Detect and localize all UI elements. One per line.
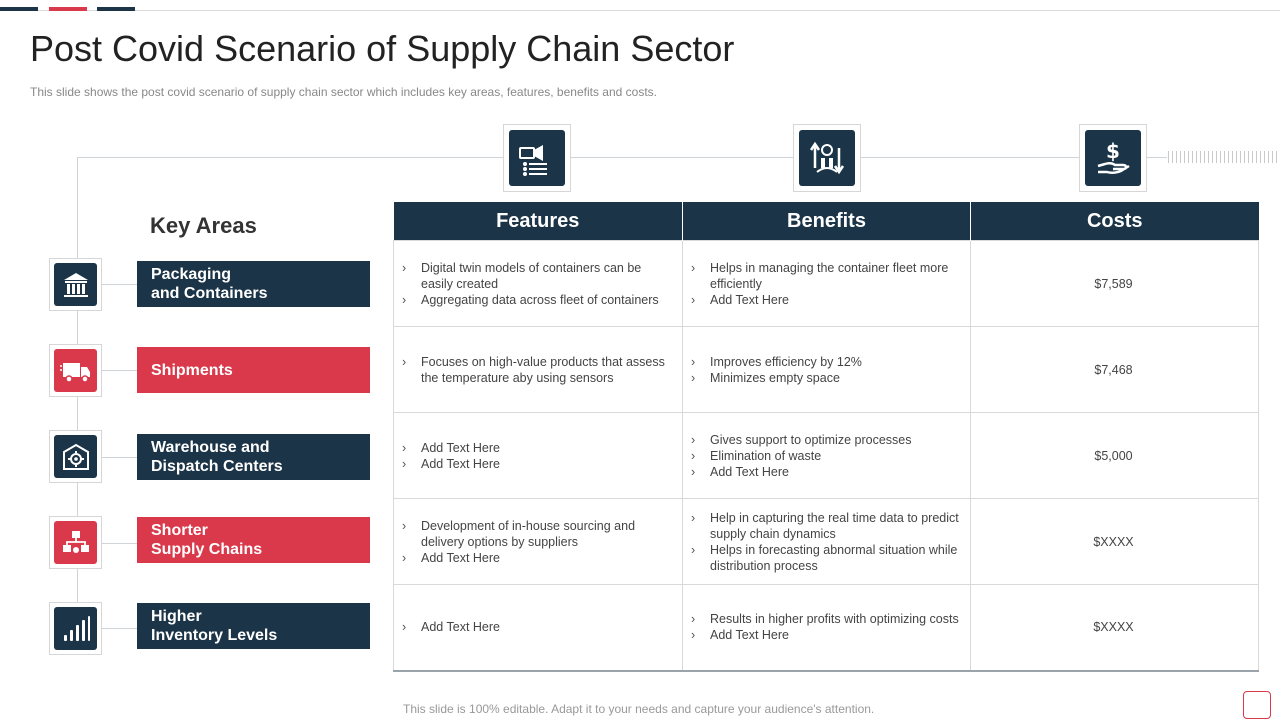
features-cell: Focuses on high-value products that asse… — [393, 326, 683, 413]
key-icon-box — [49, 258, 102, 311]
costs-icon-box: $ — [1079, 124, 1147, 192]
header-features: Features — [393, 202, 683, 241]
slide-subtitle: This slide shows the post covid scenario… — [30, 85, 657, 99]
bullet-item: Minimizes empty space — [691, 370, 960, 386]
connector-line — [102, 284, 137, 285]
bullet-item: Development of in-house sourcing and del… — [402, 518, 672, 550]
key-area-label: Shorter Supply Chains — [137, 517, 370, 563]
delivery-truck-icon — [54, 349, 97, 392]
supply-network-icon — [54, 521, 97, 564]
benefits-cell: Helps in managing the container fleet mo… — [682, 240, 971, 327]
bullet-item: Add Text Here — [402, 550, 672, 566]
key-icon-box — [49, 516, 102, 569]
bullet-item: Helps in managing the container fleet mo… — [691, 260, 960, 292]
connector-line — [102, 457, 137, 458]
table-row: Digital twin models of containers can be… — [393, 240, 1259, 327]
benefits-icon-box — [793, 124, 861, 192]
features-cell: Add Text Here — [393, 584, 683, 672]
table-row: Add Text Here Add Text Here Gives suppor… — [393, 412, 1259, 499]
bullet-item: Elimination of waste — [691, 448, 960, 464]
header-benefits: Benefits — [682, 202, 971, 241]
corner-logo-box — [1243, 691, 1271, 719]
table-header-row: Features Benefits Costs — [393, 202, 1259, 241]
bullet-item: Add Text Here — [691, 627, 960, 643]
features-cell: Digital twin models of containers can be… — [393, 240, 683, 327]
top-rule — [0, 10, 1280, 11]
features-cell: Add Text Here Add Text Here — [393, 412, 683, 499]
slide-title: Post Covid Scenario of Supply Chain Sect… — [30, 28, 735, 69]
cost-cell: $7,589 — [970, 240, 1259, 327]
benefits-cell: Gives support to optimize processes Elim… — [682, 412, 971, 499]
benefits-cell: Help in capturing the real time data to … — [682, 498, 971, 585]
table-row: Focuses on high-value products that asse… — [393, 326, 1259, 413]
table-row: Add Text Here Results in higher profits … — [393, 584, 1259, 672]
connector-line — [102, 543, 137, 544]
bullet-item: Gives support to optimize processes — [691, 432, 960, 448]
benefits-cell: Improves efficiency by 12% Minimizes emp… — [682, 326, 971, 413]
warehouse-building-icon — [54, 263, 97, 306]
table-row: Development of in-house sourcing and del… — [393, 498, 1259, 585]
features-icon-box — [503, 124, 571, 192]
bullet-item: Add Text Here — [691, 464, 960, 480]
bullet-item: Add Text Here — [402, 456, 672, 472]
connector-line — [102, 628, 137, 629]
bullet-item: Add Text Here — [402, 619, 672, 635]
svg-text:$: $ — [1106, 139, 1120, 163]
cost-cell: $XXXX — [970, 498, 1259, 585]
connector-line — [77, 157, 1167, 158]
top-accent-bar — [0, 0, 1280, 12]
dollar-hand-icon: $ — [1085, 130, 1141, 186]
bullet-item: Add Text Here — [402, 440, 672, 456]
slide-footer-note: This slide is 100% editable. Adapt it to… — [403, 702, 875, 716]
bullet-item: Add Text Here — [691, 292, 960, 308]
key-icon-box — [49, 430, 102, 483]
accent-segment — [49, 7, 87, 11]
money-exchange-icon — [799, 130, 855, 186]
tick-decoration — [1168, 151, 1280, 163]
benefits-cell: Results in higher profits with optimizin… — [682, 584, 971, 672]
bullet-item: Aggregating data across fleet of contain… — [402, 292, 672, 308]
key-icon-box — [49, 602, 102, 655]
key-icon-box — [49, 344, 102, 397]
scenario-table: Features Benefits Costs Digital twin mod… — [393, 202, 1259, 672]
cost-cell: $5,000 — [970, 412, 1259, 499]
cost-cell: $7,468 — [970, 326, 1259, 413]
key-areas-title: Key Areas — [150, 213, 257, 238]
header-costs: Costs — [970, 202, 1259, 241]
bullet-item: Improves efficiency by 12% — [691, 354, 960, 370]
presentation-checklist-icon — [509, 130, 565, 186]
accent-segment — [97, 7, 135, 11]
bullet-item: Results in higher profits with optimizin… — [691, 611, 960, 627]
bullet-item: Helps in forecasting abnormal situation … — [691, 542, 960, 574]
key-area-label: Shipments — [137, 347, 370, 393]
bullet-item: Help in capturing the real time data to … — [691, 510, 960, 542]
bullet-item: Digital twin models of containers can be… — [402, 260, 672, 292]
key-area-label: Packaging and Containers — [137, 261, 370, 307]
connector-line — [102, 370, 137, 371]
key-area-label: Warehouse and Dispatch Centers — [137, 434, 370, 480]
warehouse-gear-icon — [54, 435, 97, 478]
bullet-item: Focuses on high-value products that asse… — [402, 354, 672, 386]
cost-cell: $XXXX — [970, 584, 1259, 672]
accent-segment — [0, 7, 38, 11]
bar-levels-icon — [54, 607, 97, 650]
key-area-label: Higher Inventory Levels — [137, 603, 370, 649]
features-cell: Development of in-house sourcing and del… — [393, 498, 683, 585]
